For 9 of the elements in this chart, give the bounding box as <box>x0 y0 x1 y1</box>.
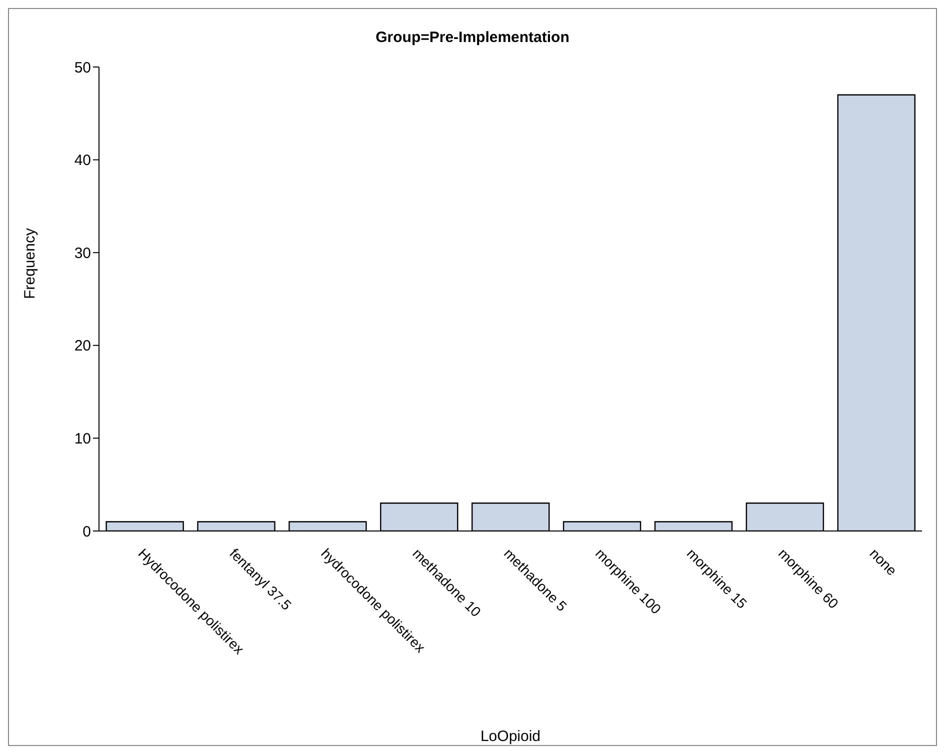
y-tick-label: 10 <box>74 430 91 448</box>
y-tick-label: 40 <box>74 152 91 170</box>
x-axis-title: LoOpioid <box>480 728 541 745</box>
y-tick-label: 30 <box>74 244 91 262</box>
y-tick-label: 50 <box>74 59 91 76</box>
y-axis-title: Frequency <box>21 228 38 299</box>
chart-title: Group=Pre-Implementation <box>374 29 570 46</box>
y-tick-label: 20 <box>74 338 91 355</box>
y-tick-label: 0 <box>82 523 91 540</box>
